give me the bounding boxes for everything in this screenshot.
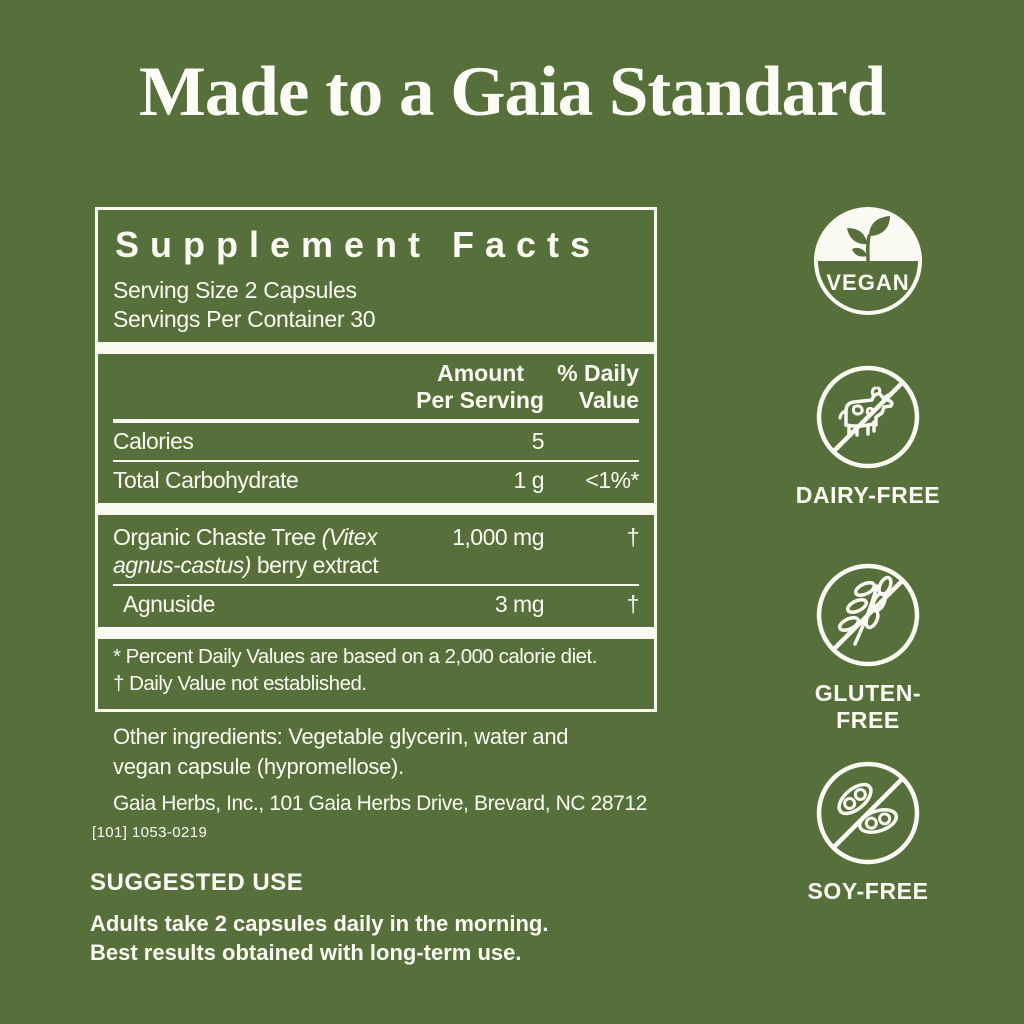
gluten-free-label: GLUTEN-FREE [814,680,922,733]
row-amount: 5 [531,428,545,454]
row-amount: 3 mg [494,591,545,617]
gluten-free-badge: GLUTEN-FREE [783,560,953,734]
row-daily-value: † [626,591,640,617]
row-label: Organic Chaste Tree (Vitex agnus-castus)… [113,523,424,579]
manufacturer-address: Gaia Herbs, Inc., 101 Gaia Herbs Drive, … [113,792,647,815]
row-amount: 1,000 mg [452,524,544,550]
servings-per-container: Servings Per Container 30 [113,306,376,332]
page-title: Made to a Gaia Standard [138,53,886,131]
suggested-use-section: SUGGESTED USE Adults take 2 capsules dai… [90,869,548,967]
divider-thin [113,460,639,462]
footnote-daily-value-not-established: † Daily Value not established. [113,672,367,695]
row-label: Calories [113,428,194,454]
table-row-agnuside: Agnuside 3 mg † [113,586,640,623]
cow-icon [816,365,920,469]
divider-medium [113,419,639,423]
supplement-facts-title: Supplement Facts [115,224,602,265]
row-label-text: berry extract [250,552,379,578]
dv-header-line1: % Daily [557,360,639,386]
footnote-percent-daily-value: * Percent Daily Values are based on a 2,… [113,645,597,668]
dairy-free-label: DAIRY-FREE [795,482,941,508]
column-headers: Amount Per Serving % Daily Value [113,360,639,414]
amount-header-line2: Per Serving [416,387,544,413]
soy-free-badge: SOY-FREE [783,758,953,905]
amount-column-header: Amount Per Serving [384,360,544,414]
serving-size: Serving Size 2 Capsules [113,277,357,303]
table-row-chaste-tree: Organic Chaste Tree (Vitex agnus-castus)… [113,519,640,584]
lot-code: [101] 1053-0219 [92,824,208,841]
dv-header-line2: Value [578,387,639,413]
row-amount: 1 g [513,467,545,493]
table-row-calories: Calories 5 [113,423,639,460]
row-label-botanical-name: (Vitex agnus-castus) [113,524,378,578]
suggested-use-heading: SUGGESTED USE [90,869,304,896]
soy-free-label: SOY-FREE [807,878,929,904]
column-header-spacer [113,360,384,414]
sprout-icon: VEGAN [814,207,922,315]
wheat-icon [816,563,920,667]
row-daily-value: † [626,524,640,550]
divider-thick [98,627,654,639]
row-label: Total Carbohydrate [113,467,299,493]
vegan-badge-label: VEGAN [826,270,909,295]
divider-thick [98,503,654,515]
other-ingredients: Other ingredients: Vegetable glycerin, w… [113,724,569,779]
dairy-free-badge: DAIRY-FREE [783,362,953,509]
amount-header-line1: Amount [437,360,524,386]
soybean-icon [816,761,920,865]
row-label: Agnuside [123,591,215,617]
suggested-use-line1: Adults take 2 capsules daily in the morn… [90,911,549,936]
suggested-use-body: Adults take 2 capsules daily in the morn… [90,909,548,967]
row-label-text: Organic Chaste Tree [113,524,322,550]
vegan-badge: VEGAN [783,204,953,318]
divider-thick [98,342,654,354]
divider-thin [113,584,639,586]
row-daily-value: <1%* [585,467,639,493]
supplement-facts-panel: Supplement Facts Serving Size 2 Capsules… [95,207,657,712]
daily-value-column-header: % Daily Value [544,360,639,414]
suggested-use-line2: Best results obtained with long-term use… [90,940,522,965]
table-row-carbohydrate: Total Carbohydrate 1 g <1%* [113,462,640,499]
